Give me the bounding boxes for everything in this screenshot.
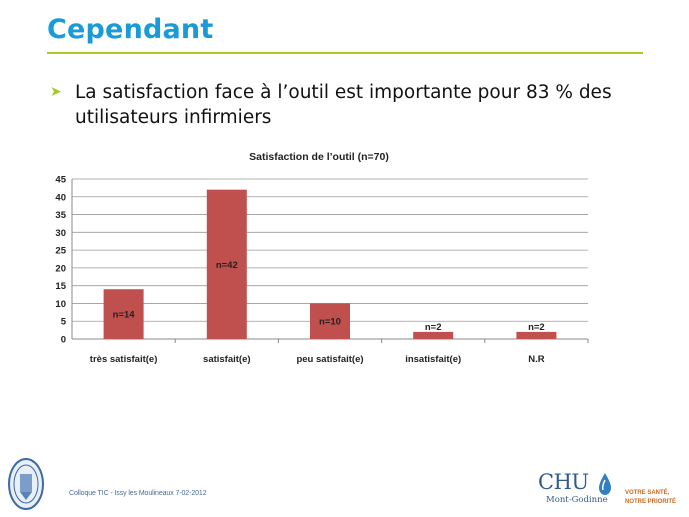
x-tick-label: insatisfait(e): [405, 354, 461, 365]
chart-grid: [71, 178, 589, 343]
bar: [103, 289, 144, 339]
y-tick-label: 0: [61, 335, 66, 346]
bullet-point: ➤ La satisfaction face à l’outil est imp…: [50, 80, 640, 130]
bar: [413, 331, 454, 339]
drop-icon: [599, 473, 611, 495]
tagline: VOTRE SANTÉ, NOTRE PRIORITÉ: [625, 489, 676, 507]
bar: [310, 303, 350, 339]
data-label: n=2: [425, 322, 442, 333]
data-label: n=2: [528, 322, 545, 333]
arrow-bullet-icon: ➤: [50, 84, 62, 100]
chu-logo-name: CHU: [538, 470, 589, 494]
title-divider: [47, 52, 643, 54]
y-tick-label: 20: [55, 263, 66, 274]
x-tick-label: peu satisfait(e): [296, 354, 363, 365]
tagline-line-2: NOTRE PRIORITÉ: [625, 499, 677, 505]
data-label: n=42: [216, 260, 238, 271]
tagline-line-1: VOTRE SANTÉ,: [625, 490, 670, 496]
x-tick-label: satisfait(e): [203, 354, 251, 365]
footer-text: Colloque TIC - Issy les Moulineaux 7-02-…: [69, 490, 207, 497]
slide-title: Cependant: [47, 14, 214, 45]
y-tick-label: 5: [61, 317, 67, 328]
chart-labels: 0 5 10 15 20 25 30 35 40 45 très satisfait(e) n=14 s…: [55, 175, 544, 366]
chart-title: Satisfaction de l’outil (n=70): [249, 151, 389, 163]
data-label: n=10: [319, 317, 341, 328]
y-tick-label: 25: [55, 246, 66, 257]
y-tick-label: 15: [55, 281, 66, 292]
chart-bars: [103, 189, 557, 339]
y-tick-label: 30: [55, 228, 66, 239]
data-label: n=14: [113, 310, 136, 321]
x-tick-label: très satisfait(e): [90, 354, 158, 365]
x-tick-label: N.R: [528, 354, 545, 365]
y-tick-label: 35: [55, 210, 66, 221]
y-tick-label: 45: [55, 175, 66, 186]
chu-logo: CHU Mont-Godinne: [538, 470, 618, 510]
bar-chart: Satisfaction de l’outil (n=70) 0 5 10 15 20 2…: [55, 151, 589, 366]
y-tick-label: 10: [55, 299, 66, 310]
y-tick-label: 40: [55, 192, 66, 203]
bullet-text: La satisfaction face à l’outil est impor…: [75, 82, 612, 128]
chu-logo-subtitle: Mont-Godinne: [546, 495, 608, 505]
seal-logo: [8, 458, 44, 510]
bar: [516, 331, 557, 339]
bar: [206, 189, 247, 339]
